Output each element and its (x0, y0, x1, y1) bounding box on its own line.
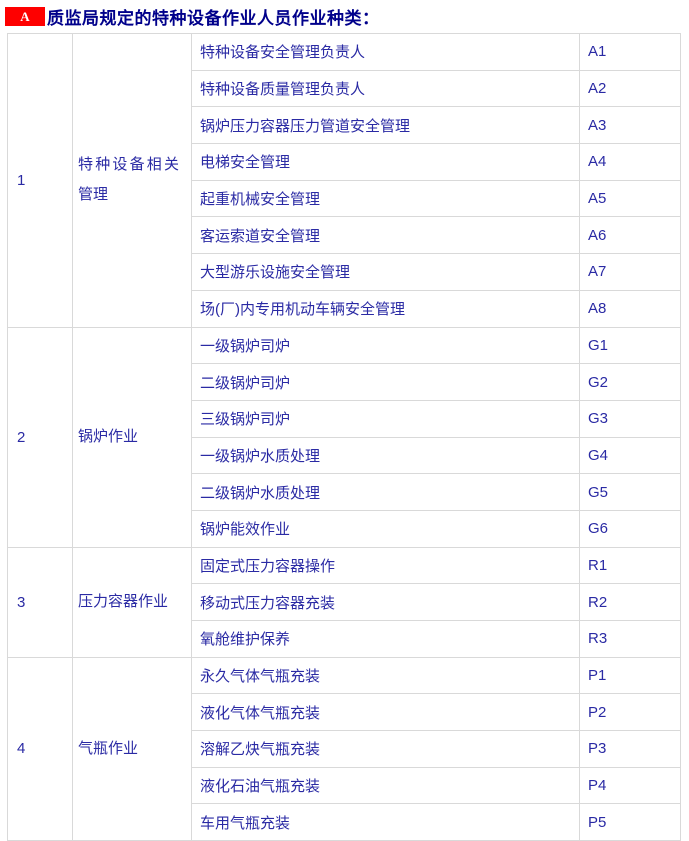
job-code-cell: A8 (579, 289, 681, 328)
job-code-cell: P5 (579, 803, 681, 841)
table-row: 特种设备质量管理负责人 A2 (8, 69, 681, 108)
job-code-cell: G5 (579, 473, 681, 511)
job-code-cell: G3 (579, 399, 681, 438)
job-name-cell: 移动式压力容器充装 (191, 583, 580, 621)
job-code-cell: G2 (579, 363, 681, 401)
job-name-cell: 液化石油气瓶充装 (191, 766, 580, 805)
jobs-table: 1 特种设备相关管理 特种设备安全管理负责人 A1 特种设备质量管理负责人 A2 锅炉压力容… (7, 33, 681, 841)
job-code-cell: A3 (579, 106, 681, 145)
page-title: 质监局规定的特种设备作业人员作业种类： (47, 9, 380, 28)
job-name-cell: 特种设备安全管理负责人 (191, 33, 580, 71)
table-row: 车用气瓶充装 P5 (8, 803, 681, 841)
table-row: 二级锅炉水质处理 G5 (8, 473, 681, 511)
job-name-cell: 三级锅炉司炉 (191, 399, 580, 438)
job-name-cell: 溶解乙炔气瓶充装 (191, 730, 580, 768)
job-code-cell: A7 (579, 253, 681, 291)
table-row: 移动式压力容器充装 R2 (8, 583, 681, 621)
job-name-cell: 车用气瓶充装 (191, 803, 580, 841)
job-name-cell: 永久气体气瓶充装 (191, 656, 580, 695)
job-name-cell: 一级锅炉水质处理 (191, 436, 580, 475)
job-name-cell: 客运索道安全管理 (191, 216, 580, 255)
table-row: 氧舱维护保养 R3 (8, 620, 681, 658)
job-name-cell: 二级锅炉水质处理 (191, 473, 580, 511)
job-code-cell: P4 (579, 766, 681, 805)
table-row: 场(厂)内专用机动车辆安全管理 A8 (8, 289, 681, 328)
group-number-cell: 4 (7, 656, 73, 841)
job-name-cell: 氧舱维护保养 (191, 620, 580, 658)
table-row: 锅炉压力容器压力管道安全管理 A3 (8, 106, 681, 145)
group-category-cell: 压力容器作业 (72, 546, 192, 658)
job-name-cell: 一级锅炉司炉 (191, 326, 580, 365)
table-row: 二级锅炉司炉 G2 (8, 363, 681, 401)
job-code-cell: A5 (579, 179, 681, 218)
job-name-cell: 锅炉压力容器压力管道安全管理 (191, 106, 580, 145)
table-row: 液化石油气瓶充装 P4 (8, 766, 681, 805)
table-row: 起重机械安全管理 A5 (8, 179, 681, 218)
job-name-cell: 大型游乐设施安全管理 (191, 253, 580, 291)
job-code-cell: A2 (579, 69, 681, 108)
job-code-cell: P3 (579, 730, 681, 768)
group-number-cell: 1 (7, 33, 73, 328)
job-code-cell: R1 (579, 546, 681, 585)
job-code-cell: G4 (579, 436, 681, 475)
job-code-cell: G1 (579, 326, 681, 365)
table-row: 电梯安全管理 A4 (8, 143, 681, 181)
job-name-cell: 固定式压力容器操作 (191, 546, 580, 585)
table-row: 1 特种设备相关管理 特种设备安全管理负责人 A1 (7, 33, 681, 328)
job-name-cell: 二级锅炉司炉 (191, 363, 580, 401)
header: A 质监局规定的特种设备作业人员作业种类： (0, 0, 689, 33)
group-category-cell: 特种设备相关管理 (72, 33, 192, 328)
job-code-cell: G6 (579, 509, 681, 548)
table-row: 锅炉能效作业 G6 (8, 509, 681, 548)
jobs-table-body: 1 特种设备相关管理 特种设备安全管理负责人 A1 特种设备质量管理负责人 A2 锅炉压力容… (7, 33, 681, 841)
group-category-cell: 锅炉作业 (72, 326, 192, 548)
job-code-cell: P2 (579, 693, 681, 732)
job-name-cell: 锅炉能效作业 (191, 509, 580, 548)
job-name-cell: 特种设备质量管理负责人 (191, 69, 580, 108)
table-row: 大型游乐设施安全管理 A7 (8, 253, 681, 291)
table-row: 液化气体气瓶充装 P2 (8, 693, 681, 732)
job-code-cell: A4 (579, 143, 681, 181)
group-number-cell: 2 (7, 326, 73, 548)
job-name-cell: 液化气体气瓶充装 (191, 693, 580, 732)
table-row: 4 气瓶作业 永久气体气瓶充装 P1 (7, 656, 681, 841)
table-row: 三级锅炉司炉 G3 (8, 399, 681, 438)
job-code-cell: R3 (579, 620, 681, 658)
job-code-cell: R2 (579, 583, 681, 621)
table-row: 2 锅炉作业 一级锅炉司炉 G1 (7, 326, 681, 548)
job-name-cell: 场(厂)内专用机动车辆安全管理 (191, 289, 580, 328)
job-code-cell: A6 (579, 216, 681, 255)
table-row: 3 压力容器作业 固定式压力容器操作 R1 (7, 546, 681, 658)
job-name-cell: 电梯安全管理 (191, 143, 580, 181)
job-code-cell: A1 (579, 33, 681, 71)
section-badge: A (5, 7, 45, 26)
table-row: 客运索道安全管理 A6 (8, 216, 681, 255)
group-category-cell: 气瓶作业 (72, 656, 192, 841)
group-number-cell: 3 (7, 546, 73, 658)
job-name-cell: 起重机械安全管理 (191, 179, 580, 218)
job-code-cell: P1 (579, 656, 681, 695)
table-row: 溶解乙炔气瓶充装 P3 (8, 730, 681, 768)
